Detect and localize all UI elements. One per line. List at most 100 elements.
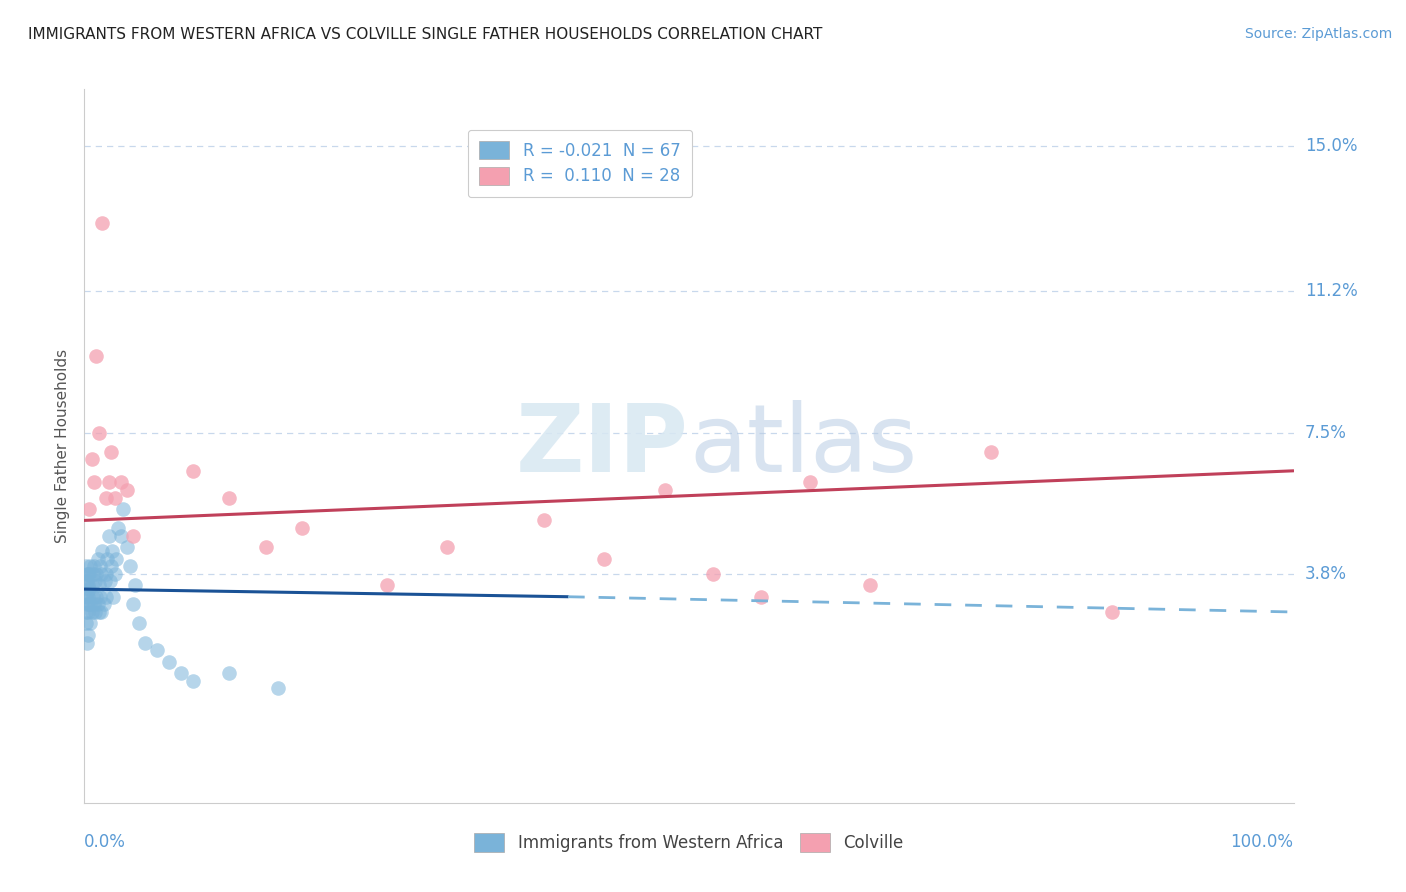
Point	[91, 216, 114, 230]
Point	[77, 590, 100, 604]
Point	[218, 491, 240, 505]
Point	[112, 502, 135, 516]
Point	[128, 616, 150, 631]
Point	[91, 544, 114, 558]
Point	[77, 566, 100, 581]
Point	[97, 529, 120, 543]
Point	[87, 605, 110, 619]
Point	[93, 598, 115, 612]
Point	[77, 566, 100, 581]
Point	[134, 635, 156, 649]
Text: 11.2%: 11.2%	[1305, 283, 1357, 301]
Point	[436, 540, 458, 554]
Point	[83, 475, 105, 490]
Legend: Immigrants from Western Africa, Colville: Immigrants from Western Africa, Colville	[468, 827, 910, 859]
Point	[94, 574, 117, 589]
Point	[80, 578, 103, 592]
Point	[75, 590, 97, 604]
Point	[75, 616, 97, 631]
Point	[110, 529, 132, 543]
Point	[77, 578, 100, 592]
Point	[104, 491, 127, 505]
Text: Source: ZipAtlas.com: Source: ZipAtlas.com	[1244, 27, 1392, 41]
Point	[84, 574, 107, 589]
Point	[87, 578, 110, 592]
Point	[86, 551, 108, 566]
Point	[86, 590, 108, 604]
Point	[90, 566, 112, 581]
Point	[859, 578, 882, 592]
Point	[89, 590, 111, 604]
Point	[291, 521, 314, 535]
Point	[77, 582, 100, 596]
Point	[121, 598, 143, 612]
Point	[181, 673, 204, 688]
Point	[104, 551, 127, 566]
Point	[75, 574, 97, 589]
Text: atlas: atlas	[689, 400, 917, 492]
Point	[96, 551, 118, 566]
Point	[75, 559, 97, 574]
Point	[751, 590, 773, 604]
Point	[218, 666, 240, 681]
Point	[75, 605, 97, 619]
Point	[77, 628, 100, 642]
Point	[77, 598, 100, 612]
Point	[157, 655, 180, 669]
Point	[103, 590, 125, 604]
Point	[76, 574, 98, 589]
Point	[267, 681, 290, 696]
Text: 7.5%: 7.5%	[1305, 424, 1347, 442]
Point	[94, 590, 117, 604]
Point	[79, 598, 101, 612]
Point	[77, 605, 100, 619]
Point	[83, 559, 105, 574]
Point	[654, 483, 676, 497]
Point	[80, 452, 103, 467]
Point	[124, 578, 146, 592]
Y-axis label: Single Father Households: Single Father Households	[55, 349, 70, 543]
Point	[181, 464, 204, 478]
Point	[98, 574, 121, 589]
Point	[82, 566, 104, 581]
Point	[76, 635, 98, 649]
Point	[87, 425, 110, 440]
Point	[84, 605, 107, 619]
Point	[107, 521, 129, 535]
Point	[80, 605, 103, 619]
Point	[115, 540, 138, 554]
Point	[120, 559, 142, 574]
Point	[86, 598, 108, 612]
Point	[90, 605, 112, 619]
Point	[1101, 605, 1123, 619]
Point	[86, 349, 108, 363]
Point	[83, 598, 105, 612]
Text: ZIP: ZIP	[516, 400, 689, 492]
Point	[110, 475, 132, 490]
Point	[82, 590, 104, 604]
Point	[94, 491, 117, 505]
Point	[375, 578, 398, 592]
Point	[115, 483, 138, 497]
Point	[94, 566, 117, 581]
Point	[104, 566, 127, 581]
Point	[702, 566, 724, 581]
Point	[97, 475, 120, 490]
Point	[146, 643, 169, 657]
Point	[121, 529, 143, 543]
Point	[76, 586, 98, 600]
Point	[77, 502, 100, 516]
Point	[533, 513, 555, 527]
Point	[86, 566, 108, 581]
Text: 15.0%: 15.0%	[1305, 137, 1357, 155]
Text: 0.0%: 0.0%	[84, 833, 127, 851]
Point	[980, 444, 1002, 458]
Point	[100, 559, 122, 574]
Point	[170, 666, 193, 681]
Point	[100, 444, 122, 458]
Point	[254, 540, 277, 554]
Point	[89, 559, 111, 574]
Point	[79, 616, 101, 631]
Text: 100.0%: 100.0%	[1230, 833, 1294, 851]
Point	[79, 559, 101, 574]
